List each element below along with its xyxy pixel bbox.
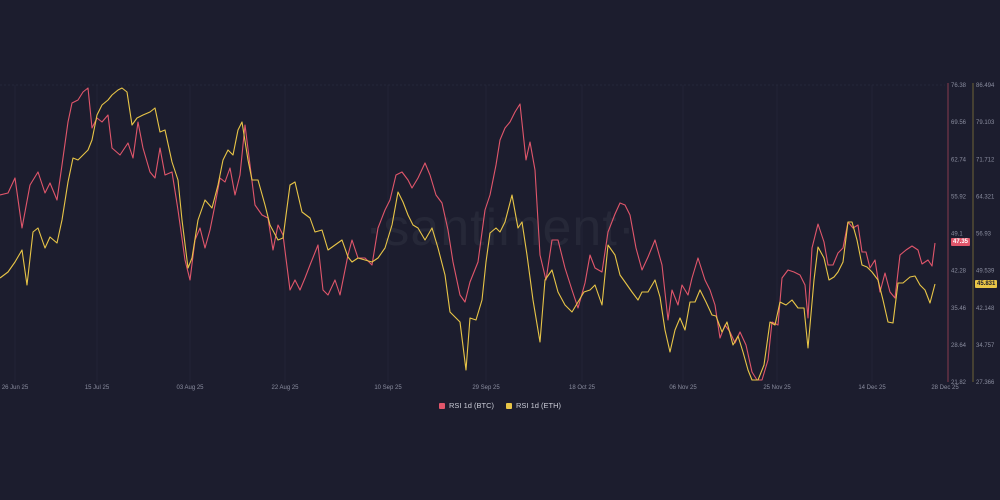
- legend-swatch-eth: [506, 402, 512, 409]
- legend-label-eth: RSI 1d (ETH): [516, 401, 562, 410]
- series-lines: [0, 87, 936, 381]
- x-axis-tick: 03 Aug 25: [176, 385, 204, 391]
- btc-rsi-line: [0, 87, 936, 381]
- btc-axis-tick: 69.56: [951, 120, 967, 126]
- gridlines: [0, 84, 945, 382]
- btc-axis-tick: 76.38: [951, 83, 967, 89]
- eth-axis-tick: 27.366: [976, 380, 995, 386]
- legend-swatch-btc: [438, 402, 445, 409]
- x-axis-tick: 18 Oct 25: [569, 385, 596, 391]
- btc-axis-tick: 55.92: [951, 194, 967, 200]
- eth-axis-tick: 56.93: [976, 232, 992, 238]
- y-axes: 76.38 69.56 62.74 55.92 49.1 42.28 35.46 28.64 2…: [947, 83, 995, 386]
- btc-axis-tick: 35.46: [951, 306, 967, 312]
- btc-last-value-badge: 47.35: [951, 238, 971, 246]
- x-axis-tick: 26 Jun 25: [2, 385, 29, 391]
- x-axis-tick: 22 Aug 25: [271, 385, 299, 391]
- eth-axis-tick: 71.712: [976, 157, 995, 163]
- x-axis-tick: 15 Jul 25: [85, 385, 110, 391]
- btc-axis-tick: 62.74: [951, 157, 967, 163]
- eth-axis-tick: 42.148: [976, 306, 995, 312]
- eth-axis-tick: 79.103: [976, 120, 995, 126]
- legend-label-btc: RSI 1d (BTC): [448, 401, 494, 410]
- legend-item-eth[interactable]: RSI 1d (ETH): [506, 401, 561, 410]
- eth-axis-tick: 34.757: [976, 343, 995, 349]
- legend-item-btc[interactable]: RSI 1d (BTC): [438, 401, 494, 410]
- eth-rsi-line: [0, 87, 936, 381]
- btc-axis-tick: 21.82: [951, 380, 967, 386]
- x-axis: 26 Jun 25 15 Jul 25 03 Aug 25 22 Aug 25 10 S…: [2, 385, 960, 391]
- x-axis-tick: 10 Sep 25: [374, 385, 402, 391]
- santiment-watermark: ·santiment·: [365, 199, 636, 257]
- x-axis-tick: 14 Dec 25: [858, 385, 886, 391]
- x-axis-tick: 28 Dec 25: [931, 385, 959, 391]
- btc-axis-tick: 49.1: [951, 232, 963, 238]
- eth-axis-tick: 49.539: [976, 269, 995, 275]
- btc-axis-tick: 28.64: [951, 343, 967, 349]
- x-axis-tick: 25 Nov 25: [763, 385, 791, 391]
- eth-axis-tick: 86.494: [976, 83, 995, 89]
- x-axis-tick: 29 Sep 25: [472, 385, 500, 391]
- x-axis-tick: 06 Nov 25: [669, 385, 697, 391]
- chart-legend: RSI 1d (BTC) RSI 1d (ETH): [0, 401, 1000, 410]
- btc-axis-tick: 42.28: [951, 269, 967, 275]
- eth-last-value-badge: 45.831: [975, 280, 998, 288]
- eth-axis-tick: 64.321: [976, 194, 995, 200]
